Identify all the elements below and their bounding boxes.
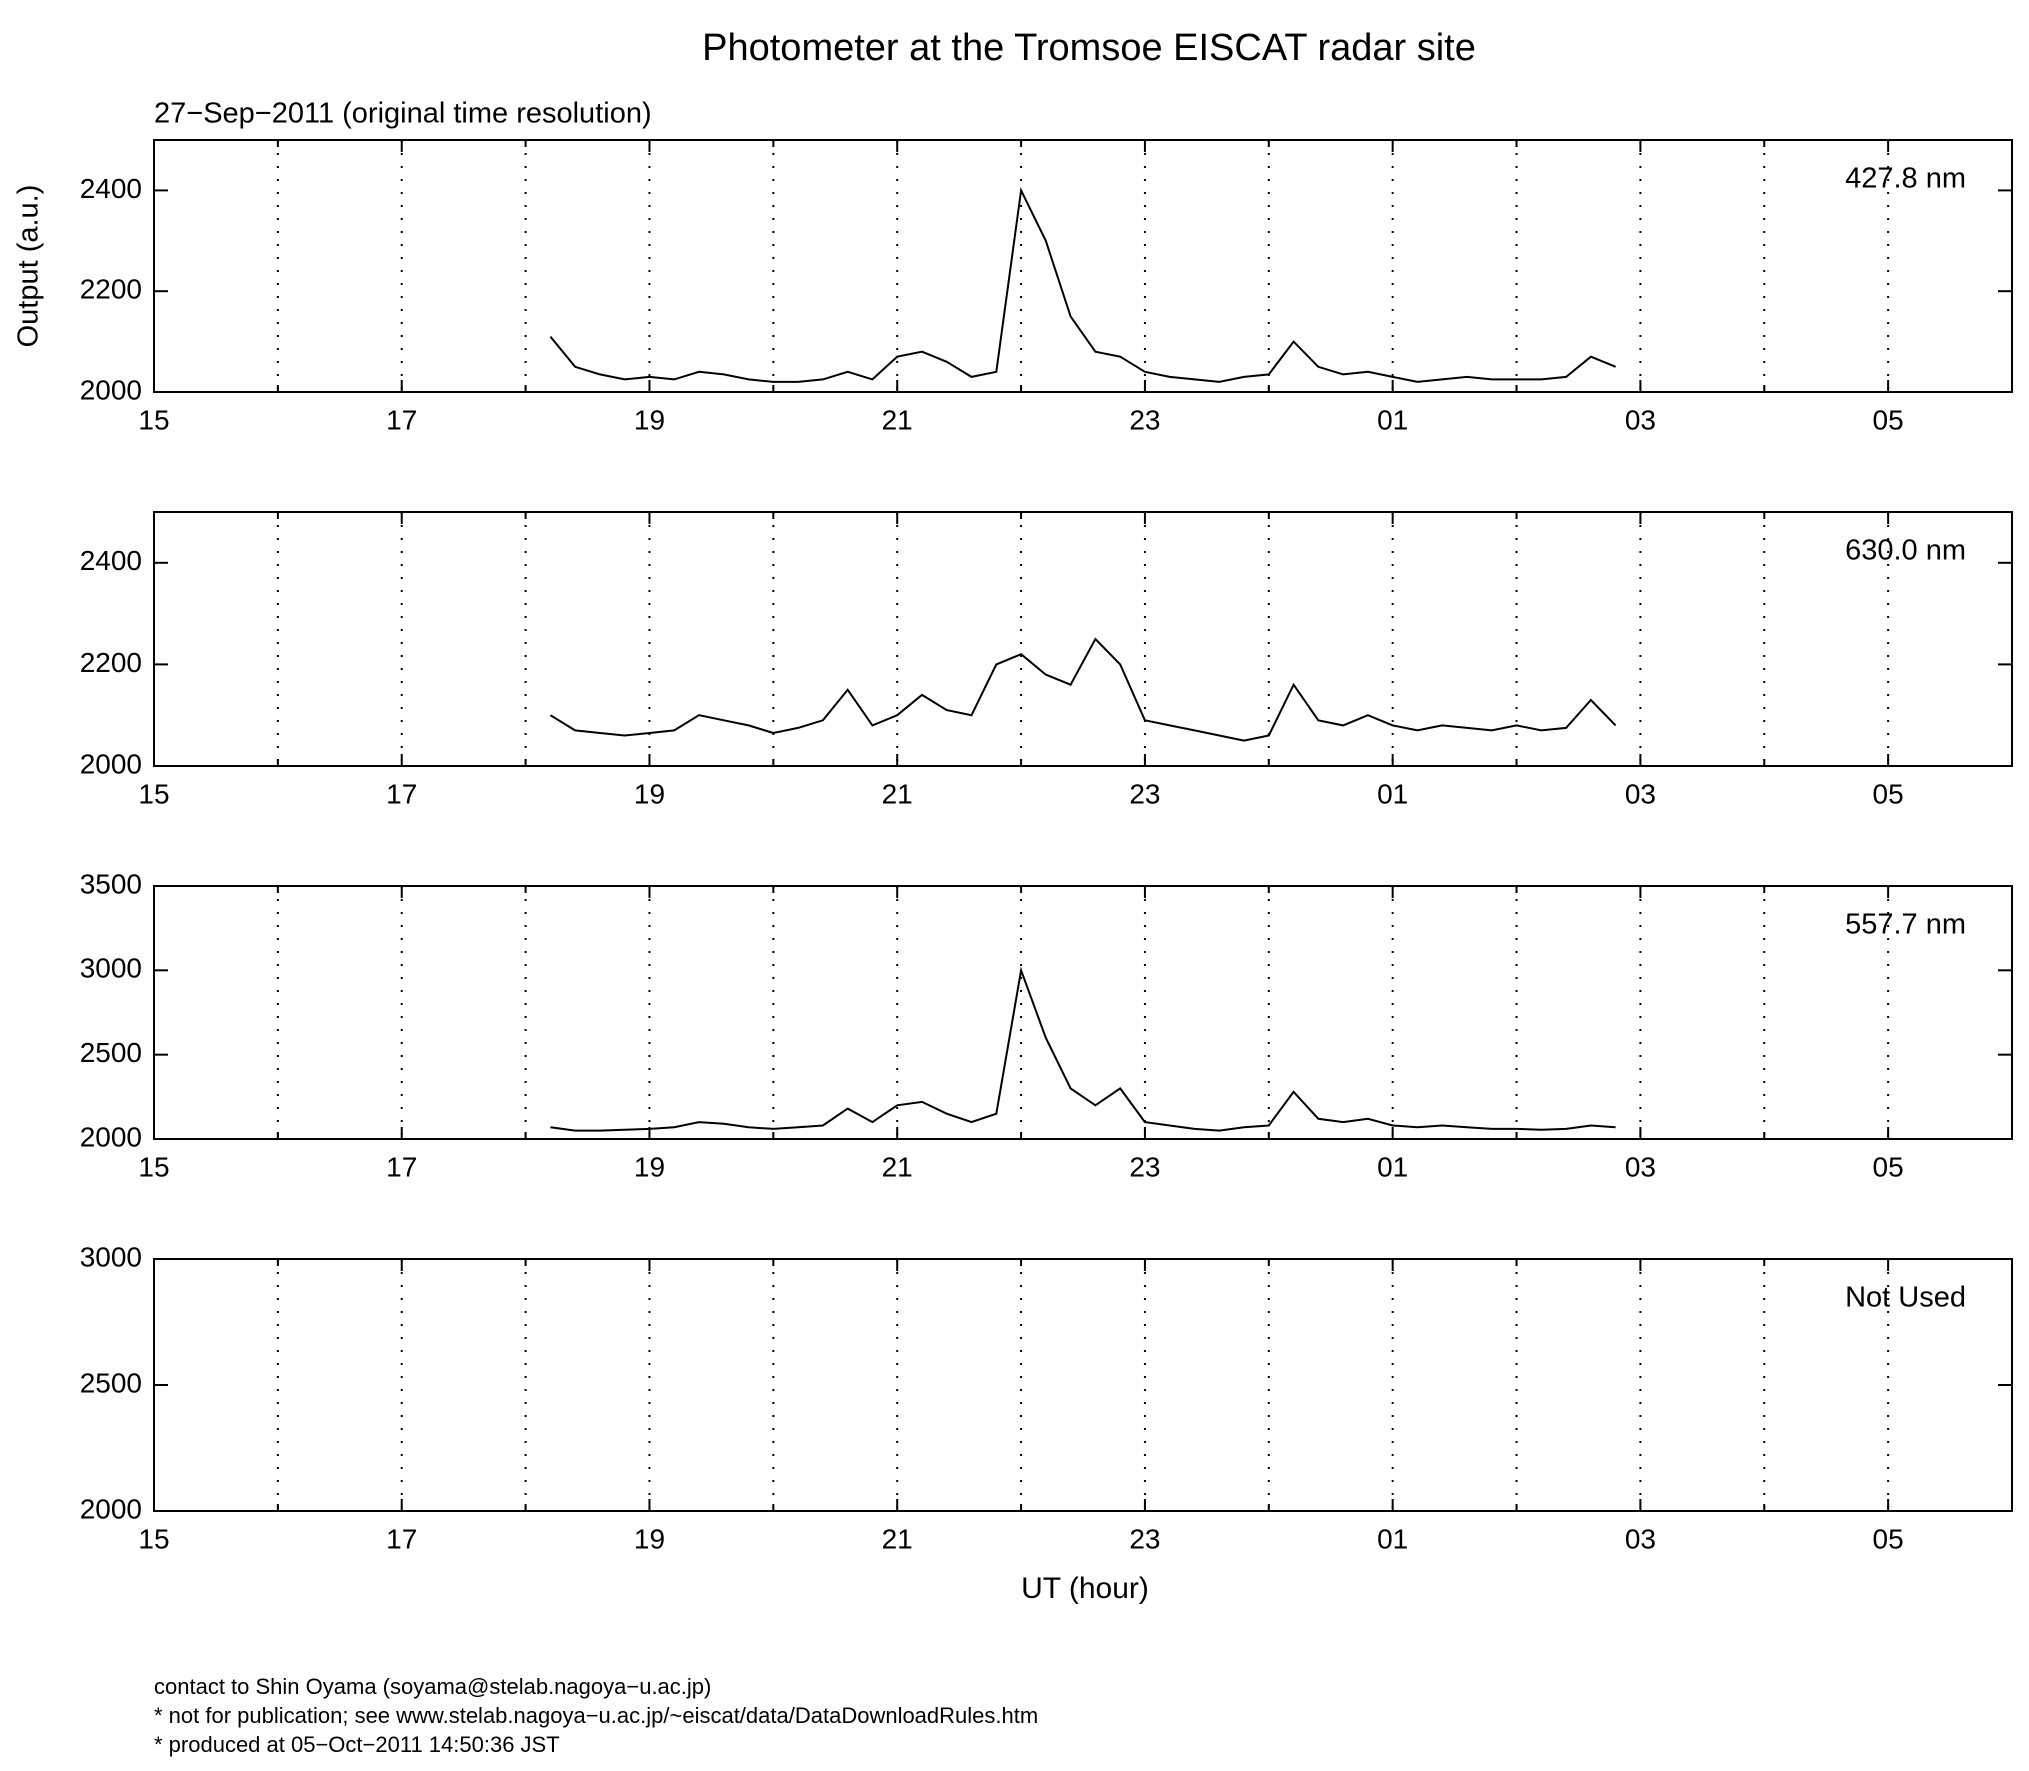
x-tick-label: 03 [1625,1523,1656,1554]
chart-title: Photometer at the Tromsoe EISCAT radar s… [702,27,1476,69]
y-tick-label: 2000 [80,1493,142,1524]
x-tick-label: 23 [1129,404,1160,435]
x-tick-label: 05 [1873,778,1904,809]
x-tick-label: 23 [1129,1151,1160,1182]
x-tick-label: 15 [138,1151,169,1182]
y-tick-label: 2500 [80,1367,142,1398]
axes-frame [153,1258,2013,1512]
panel-label: Not Used [1845,1282,1966,1314]
x-tick-label: 19 [634,404,665,435]
x-tick-label: 21 [882,404,913,435]
x-tick-label: 19 [634,1523,665,1554]
x-tick-label: 23 [1129,1523,1160,1554]
y-axis-label: Output (a.u.) [13,185,45,348]
footer-line: * produced at 05−Oct−2011 14:50:36 JST [154,1732,560,1757]
y-tick-label: 2000 [80,748,142,779]
x-tick-label: 01 [1377,778,1408,809]
x-tick-label: 21 [882,1151,913,1182]
x-axis-label: UT (hour) [1021,1572,1149,1605]
y-tick-label: 3000 [80,1241,142,1272]
y-tick-label: 2400 [80,545,142,576]
x-tick-label: 03 [1625,1151,1656,1182]
x-tick-label: 19 [634,778,665,809]
data-line [549,637,1617,742]
axes-frame [153,139,2013,393]
x-tick-label: 01 [1377,404,1408,435]
axes-frame [153,511,2013,767]
footer-line: * not for publication; see www.stelab.na… [154,1703,1038,1728]
footer-line: contact to Shin Oyama (soyama@stelab.nag… [154,1674,711,1699]
y-tick-label: 3500 [80,868,142,899]
x-tick-label: 17 [386,778,417,809]
x-tick-label: 01 [1377,1151,1408,1182]
y-tick-label: 2200 [80,647,142,678]
y-tick-label: 2500 [80,1037,142,1068]
x-tick-label: 21 [882,1523,913,1554]
x-tick-label: 05 [1873,1151,1904,1182]
x-tick-label: 17 [386,1151,417,1182]
data-line [550,966,1616,1132]
x-tick-label: 17 [386,1523,417,1554]
y-tick-label: 3000 [80,953,142,984]
x-tick-label: 03 [1625,404,1656,435]
x-tick-label: 15 [138,778,169,809]
y-tick-label: 2000 [80,1121,142,1152]
y-tick-label: 2400 [80,173,142,204]
chart-subtitle: 27−Sep−2011 (original time resolution) [154,98,652,130]
panel-label: 630.0 nm [1845,535,1966,567]
x-tick-label: 01 [1377,1523,1408,1554]
x-tick-label: 23 [1129,778,1160,809]
y-tick-label: 2000 [80,374,142,405]
x-tick-label: 21 [882,778,913,809]
panel-label: 427.8 nm [1845,163,1966,195]
x-tick-label: 15 [138,1523,169,1554]
panel-label: 557.7 nm [1845,909,1966,941]
x-tick-label: 03 [1625,778,1656,809]
x-tick-label: 15 [138,404,169,435]
data-line [549,187,1616,383]
axes-frame [153,885,2013,1140]
x-tick-label: 05 [1873,404,1904,435]
y-tick-label: 2200 [80,274,142,305]
x-tick-label: 19 [634,1151,665,1182]
x-tick-label: 17 [386,404,417,435]
x-tick-label: 05 [1873,1523,1904,1554]
